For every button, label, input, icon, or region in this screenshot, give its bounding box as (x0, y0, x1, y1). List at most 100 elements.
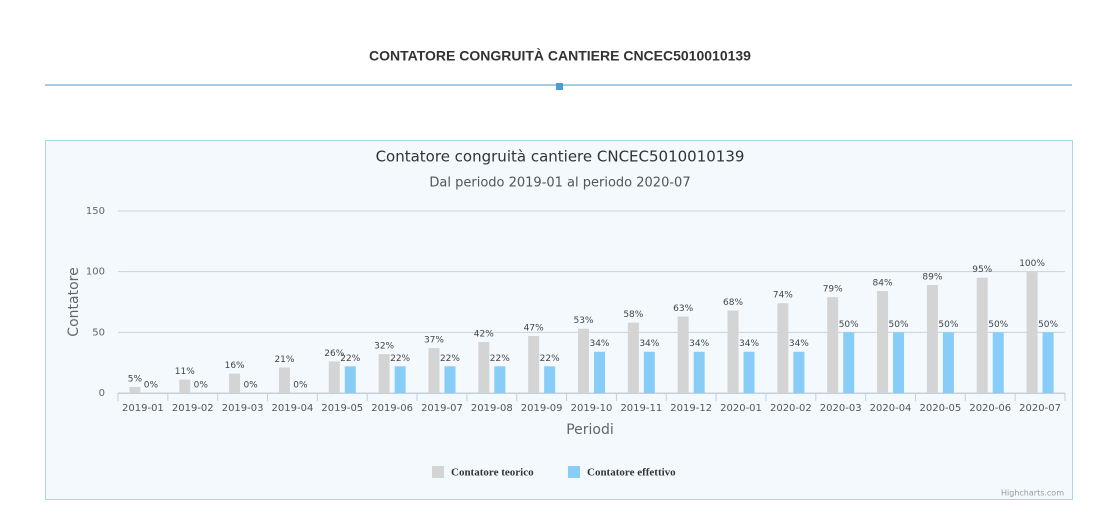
y-tick-label: 100 (86, 267, 105, 278)
y-tick-label: 50 (92, 327, 105, 338)
bar (992, 332, 1004, 393)
legend-label: Contatore teorico (451, 467, 534, 479)
bar (727, 310, 739, 393)
bar (444, 366, 456, 393)
bar (478, 342, 490, 393)
x-tick-label: 2020-07 (1019, 403, 1061, 414)
data-label: 34% (589, 339, 609, 349)
data-label: 50% (988, 320, 1008, 330)
data-label: 16% (225, 361, 245, 371)
x-tick-label: 2019-04 (272, 403, 314, 414)
bar (544, 366, 556, 393)
legend-label: Contatore effettivo (587, 467, 676, 479)
x-tick-label: 2019-01 (122, 403, 164, 414)
bar (942, 332, 954, 393)
bar (793, 351, 805, 393)
data-label: 37% (424, 336, 444, 346)
x-tick-label: 2020-01 (720, 403, 762, 414)
x-tick-label: 2019-02 (172, 403, 214, 414)
bar (1042, 332, 1054, 393)
x-tick-label: 2020-06 (969, 403, 1011, 414)
data-label: 89% (922, 273, 942, 283)
data-label: 34% (639, 339, 659, 349)
bar (428, 348, 440, 393)
bar (494, 366, 506, 393)
x-tick-label: 2020-05 (919, 403, 961, 414)
x-tick-label: 2019-05 (321, 403, 363, 414)
data-label: 47% (524, 323, 544, 333)
data-label: 95% (972, 265, 992, 275)
bar (278, 367, 290, 393)
data-label: 0% (194, 381, 209, 391)
bar (344, 366, 356, 393)
bar (378, 354, 390, 393)
bar (129, 386, 141, 393)
x-tick-label: 2019-07 (421, 403, 463, 414)
bar (827, 297, 839, 393)
bar (179, 379, 191, 393)
bar (328, 361, 340, 393)
bar (627, 322, 639, 393)
data-label: 0% (243, 381, 258, 391)
legend-swatch (432, 466, 444, 478)
data-label: 22% (440, 354, 460, 364)
x-axis-title: Periodi (566, 422, 614, 438)
data-label: 11% (175, 367, 195, 377)
data-label: 34% (739, 339, 759, 349)
data-label: 5% (128, 374, 143, 384)
x-tick-label: 2019-12 (670, 403, 712, 414)
bar (643, 351, 655, 393)
data-label: 68% (723, 298, 743, 308)
chart-frame (45, 140, 1073, 500)
data-label: 22% (490, 354, 510, 364)
data-label: 32% (374, 342, 394, 352)
chart-subtitle: Dal periodo 2019-01 al periodo 2020-07 (429, 176, 690, 191)
x-tick-label: 2019-08 (471, 403, 513, 414)
bar (1026, 271, 1038, 393)
bar (743, 351, 755, 393)
bar (394, 366, 406, 393)
bar (594, 351, 605, 393)
x-tick-label: 2020-04 (870, 403, 912, 414)
bar (777, 303, 789, 393)
bar (693, 351, 705, 393)
bar (677, 316, 689, 393)
data-label: 50% (1038, 320, 1058, 330)
data-label: 22% (340, 354, 360, 364)
bar (976, 277, 988, 393)
data-label: 53% (573, 316, 593, 326)
x-tick-label: 2019-10 (571, 403, 613, 414)
bar (926, 285, 938, 393)
page-title: CONTATORE CONGRUITÀ CANTIERE CNCEC501001… (369, 48, 751, 64)
data-label: 0% (144, 381, 159, 391)
data-label: 79% (823, 285, 843, 295)
data-label: 21% (274, 355, 294, 365)
data-label: 84% (873, 279, 893, 289)
data-label: 50% (839, 320, 859, 330)
data-label: 0% (293, 381, 308, 391)
x-tick-label: 2019-11 (620, 403, 662, 414)
x-tick-label: 2019-09 (521, 403, 563, 414)
data-label: 74% (773, 291, 793, 301)
x-tick-label: 2019-03 (222, 403, 264, 414)
data-label: 34% (789, 339, 809, 349)
data-label: 22% (540, 354, 560, 364)
y-axis-title: Contatore (66, 267, 82, 336)
data-label: 58% (623, 310, 643, 320)
data-label: 63% (673, 304, 693, 314)
credits: Highcharts.com (1001, 489, 1064, 498)
data-label: 50% (889, 320, 909, 330)
bar (528, 335, 540, 393)
bar (229, 373, 241, 393)
data-label: 42% (474, 330, 494, 340)
x-tick-label: 2020-03 (820, 403, 862, 414)
data-label: 22% (390, 354, 410, 364)
y-tick-label: 150 (86, 206, 105, 217)
chart-title: Contatore congruità cantiere CNCEC501001… (376, 148, 745, 166)
bar (877, 291, 889, 393)
bar (843, 332, 855, 393)
bar (578, 328, 589, 393)
data-label: 26% (324, 349, 344, 359)
x-tick-label: 2019-06 (371, 403, 413, 414)
